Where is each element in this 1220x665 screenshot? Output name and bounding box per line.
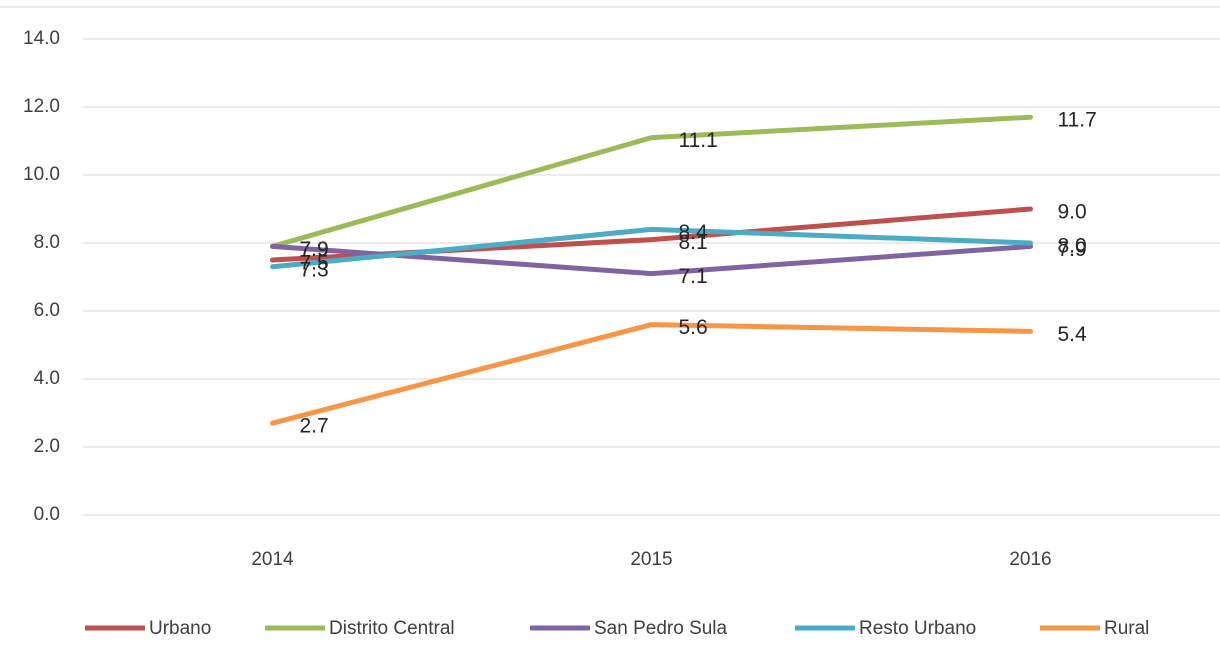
series-line (270, 114, 1033, 249)
data-label: 11.1 (679, 129, 718, 152)
y-tick-label: 2.0 (34, 436, 60, 457)
series-line (270, 243, 1033, 277)
y-tick-label: 6.0 (34, 300, 60, 321)
y-tick-label: 10.0 (23, 164, 60, 185)
legend-label: Resto Urbano (859, 618, 976, 639)
legend-label: Distrito Central (329, 618, 455, 639)
y-tick-label: 8.0 (34, 232, 60, 253)
data-label: 5.6 (679, 316, 708, 339)
data-label: 7.1 (679, 265, 708, 288)
series-line (270, 322, 1033, 426)
legend-label: Urbano (149, 618, 211, 639)
y-tick-label: 12.0 (23, 96, 60, 117)
data-label: 7.9 (300, 238, 329, 261)
data-label: 7.5 (300, 252, 329, 275)
y-tick-label: 4.0 (34, 368, 60, 389)
data-label: 8.1 (679, 231, 708, 254)
data-label: 8.4 (679, 221, 709, 244)
data-label: 7.9 (1058, 238, 1087, 261)
x-tick-label: 2014 (251, 549, 294, 570)
data-label: 7.9 (300, 238, 329, 261)
data-label: 5.4 (1058, 323, 1088, 346)
data-label: 11.7 (1058, 109, 1097, 132)
y-tick-label: 0.0 (34, 504, 60, 525)
series-line (270, 226, 1033, 270)
data-label: 2.7 (300, 415, 329, 438)
data-label: 9.0 (1058, 201, 1087, 224)
y-tick-label: 14.0 (23, 28, 60, 49)
x-tick-label: 2016 (1009, 549, 1051, 570)
legend-label: Rural (1104, 618, 1149, 639)
legend-label: San Pedro Sula (594, 618, 728, 639)
x-tick-label: 2015 (630, 549, 672, 570)
data-label: 8.0 (1058, 235, 1087, 258)
data-label: 7.3 (300, 258, 329, 281)
